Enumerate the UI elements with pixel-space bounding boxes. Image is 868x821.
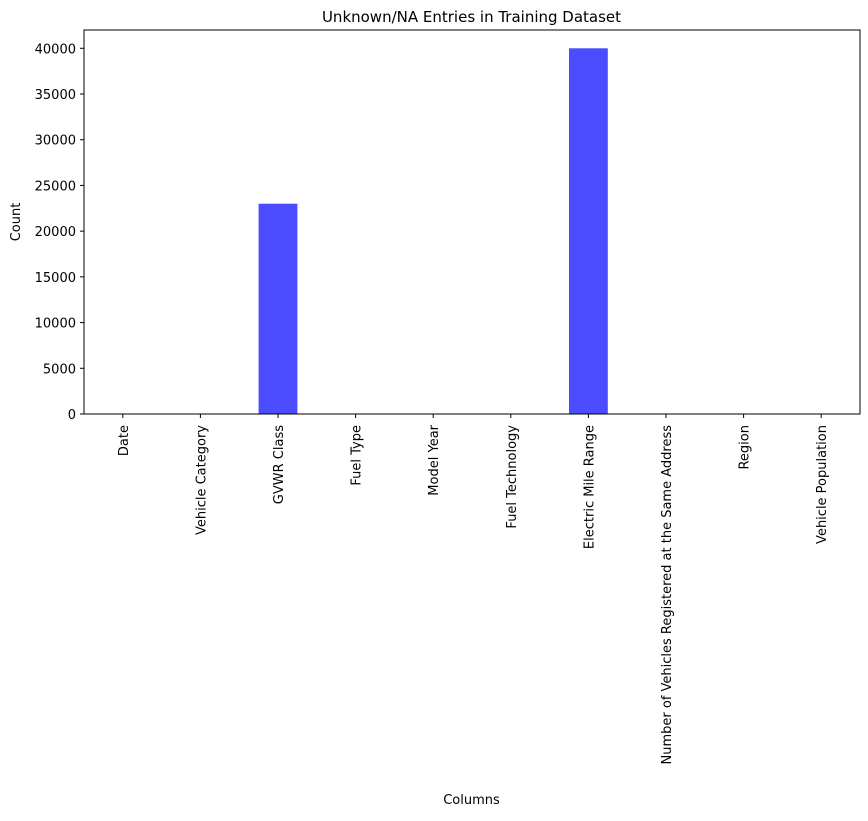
x-axis-label: Columns bbox=[443, 793, 500, 808]
x-tick-label: Vehicle Category bbox=[194, 425, 209, 535]
x-tick-label: Fuel Type bbox=[350, 425, 365, 486]
chart-title: Unknown/NA Entries in Training Dataset bbox=[322, 8, 621, 26]
x-tick-label: Fuel Technology bbox=[505, 425, 520, 529]
y-tick-label: 30000 bbox=[35, 134, 76, 149]
y-tick-label: 0 bbox=[68, 408, 76, 423]
bar bbox=[569, 48, 608, 415]
y-tick-label: 20000 bbox=[35, 225, 76, 240]
x-tick-label: Electric Mile Range bbox=[582, 425, 597, 549]
y-tick-label: 35000 bbox=[35, 88, 76, 103]
x-tick-label: Region bbox=[738, 425, 753, 470]
y-tick-label: 5000 bbox=[43, 362, 76, 377]
x-tick-label: GVWR Class bbox=[272, 425, 287, 504]
y-tick-label: 40000 bbox=[35, 42, 76, 57]
y-axis-label: Count bbox=[9, 203, 24, 242]
x-tick-label: Number of Vehicles Registered at the Sam… bbox=[660, 425, 675, 765]
x-tick-label: Vehicle Population bbox=[815, 425, 830, 544]
plot-area: 0 5000 10000 15000 20000 25000 30000 35000 40000… bbox=[35, 29, 861, 765]
y-tick-label: 10000 bbox=[35, 317, 76, 332]
y-tick-label: 15000 bbox=[35, 271, 76, 286]
bar bbox=[258, 203, 298, 414]
plot-frame bbox=[83, 29, 861, 415]
x-tick-label: Model Year bbox=[427, 424, 442, 495]
x-tick-label: Date bbox=[117, 425, 132, 456]
y-tick-label: 25000 bbox=[35, 179, 76, 194]
